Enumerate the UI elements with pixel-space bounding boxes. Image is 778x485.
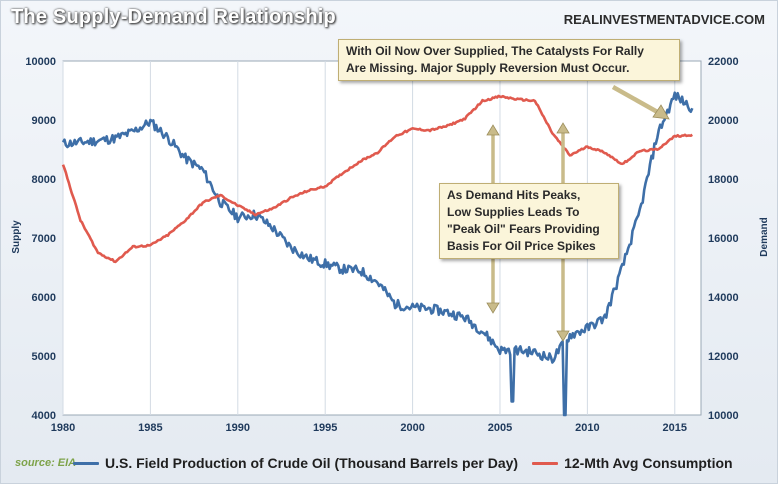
y-tick-label-left: 4000 [32, 410, 56, 422]
y-axis-title-right: Demand [759, 217, 770, 256]
arrow-head-up [556, 122, 570, 134]
legend-swatch-supply [73, 461, 99, 465]
annotation-middle-line: "Peak Oil" Fears Providing [447, 222, 600, 236]
axes: 1980 1985 1990 1995 2000 2005 2010 2015 4000 5000… [25, 56, 738, 434]
series-line-supply [61, 91, 694, 417]
annotation-middle-line: Basis For Oil Price Spikes [447, 239, 596, 253]
y-tick-label-right: 20000 [708, 115, 739, 127]
annotation-top-line: With Oil Now Over Supplied, The Catalyst… [346, 44, 644, 58]
annotation-top: With Oil Now Over Supplied, The Catalyst… [338, 39, 680, 81]
annotation-middle-line: As Demand Hits Peaks, [447, 188, 581, 202]
y-tick-label-left: 8000 [32, 174, 56, 186]
x-tick-label: 2015 [663, 422, 687, 434]
legend-item-supply: U.S. Field Production of Crude Oil (Thou… [73, 455, 518, 471]
x-tick-label: 1990 [226, 422, 250, 434]
x-tick-label: 1980 [51, 422, 75, 434]
source-note: source: EIA [15, 457, 77, 469]
series-line-consumption [61, 94, 693, 264]
y-tick-label-right: 10000 [708, 410, 739, 422]
x-tick-label: 1995 [313, 422, 337, 434]
y-axis-title-left: Supply [11, 220, 22, 254]
annotation-middle: As Demand Hits Peaks, Low Supplies Leads… [439, 183, 619, 259]
chart-title: The Supply-Demand Relationship [11, 6, 336, 28]
arrow-head-down [486, 302, 500, 314]
legend-item-consumption: 12-Mth Avg Consumption [532, 455, 733, 471]
y-tick-label-left: 9000 [32, 115, 56, 127]
legend-label-supply: U.S. Field Production of Crude Oil (Thou… [105, 455, 519, 471]
x-tick-label: 2000 [400, 422, 424, 434]
legend-swatch-consumption [532, 461, 559, 465]
arrow-shaft [611, 85, 663, 116]
arrow-head [652, 104, 670, 120]
y-tick-label-right: 18000 [708, 174, 739, 186]
x-tick-label: 2010 [575, 422, 599, 434]
x-tick-label: 2005 [488, 422, 512, 434]
y-tick-label-left: 5000 [32, 351, 56, 363]
y-tick-label-left: 6000 [32, 292, 56, 304]
brand-label: REALINVESTMENTADVICE.COM [563, 12, 765, 27]
y-tick-label-right: 12000 [708, 351, 739, 363]
arrow-head-down [556, 330, 570, 342]
y-tick-label-right: 22000 [708, 56, 739, 68]
y-tick-label-left: 7000 [32, 233, 56, 245]
series-layer [61, 91, 694, 417]
legend-label-consumption: 12-Mth Avg Consumption [564, 455, 733, 471]
arrow-head-up [486, 124, 500, 136]
y-tick-label-left: 10000 [25, 56, 56, 68]
y-tick-label-right: 16000 [708, 233, 739, 245]
annotation-top-line: Are Missing. Major Supply Reversion Must… [346, 61, 630, 75]
legend: U.S. Field Production of Crude Oil (Thou… [73, 453, 733, 473]
y-tick-label-right: 14000 [708, 292, 739, 304]
annotation-middle-line: Low Supplies Leads To [447, 205, 580, 219]
x-tick-label: 1985 [138, 422, 162, 434]
